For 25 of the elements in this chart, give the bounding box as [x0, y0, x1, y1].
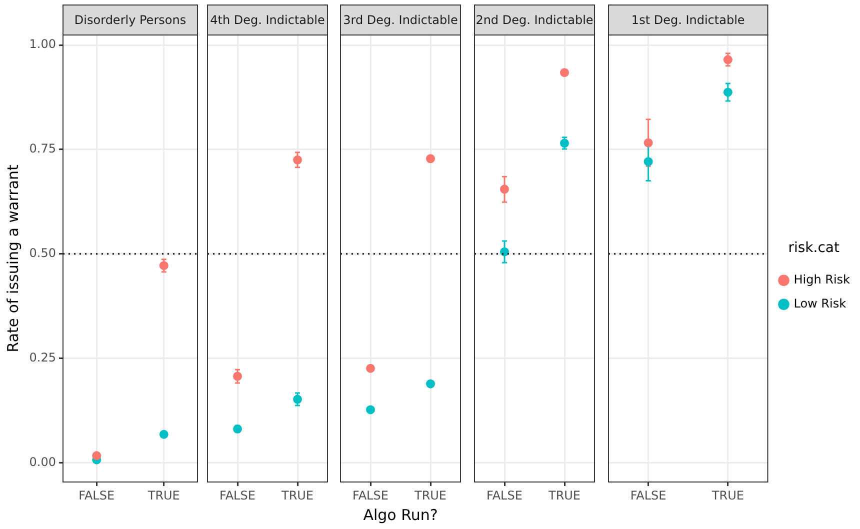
y-tick-label: 0.25: [29, 350, 56, 364]
legend-label: Low Risk: [794, 296, 846, 311]
chart-title: 3rd Deg. Indictable: [343, 13, 458, 28]
y-axis-title: Rate of issuing a warrant: [4, 164, 22, 352]
x-tick-label: FALSE: [352, 488, 388, 502]
chart-title: 2nd Deg. Indictable: [476, 13, 594, 28]
x-tick-label: FALSE: [220, 488, 256, 502]
y-tick-label: 0.00: [29, 454, 56, 469]
x-tick-label: FALSE: [630, 488, 666, 502]
chart-title: 4th Deg. Indictable: [210, 13, 325, 28]
y-tick-label: 0.75: [29, 142, 56, 156]
chart-title: Disorderly Persons: [74, 13, 186, 28]
x-tick-label: TRUE: [280, 488, 314, 502]
x-tick-label: FALSE: [486, 488, 522, 502]
y-tick-label: 1.00: [29, 37, 56, 52]
x-tick-label: TRUE: [146, 488, 180, 502]
x-tick-label: TRUE: [547, 488, 581, 502]
legend-title: risk.cat: [788, 240, 840, 256]
x-tick-label: TRUE: [710, 488, 744, 502]
x-axis-title: Algo Run?: [363, 506, 438, 524]
legend-label: High Risk: [794, 272, 850, 287]
chart-title: 1st Deg. Indictable: [631, 13, 745, 28]
y-tick-label: 0.50: [29, 246, 56, 260]
x-tick-label: TRUE: [413, 488, 447, 502]
x-tick-label: FALSE: [78, 488, 115, 502]
